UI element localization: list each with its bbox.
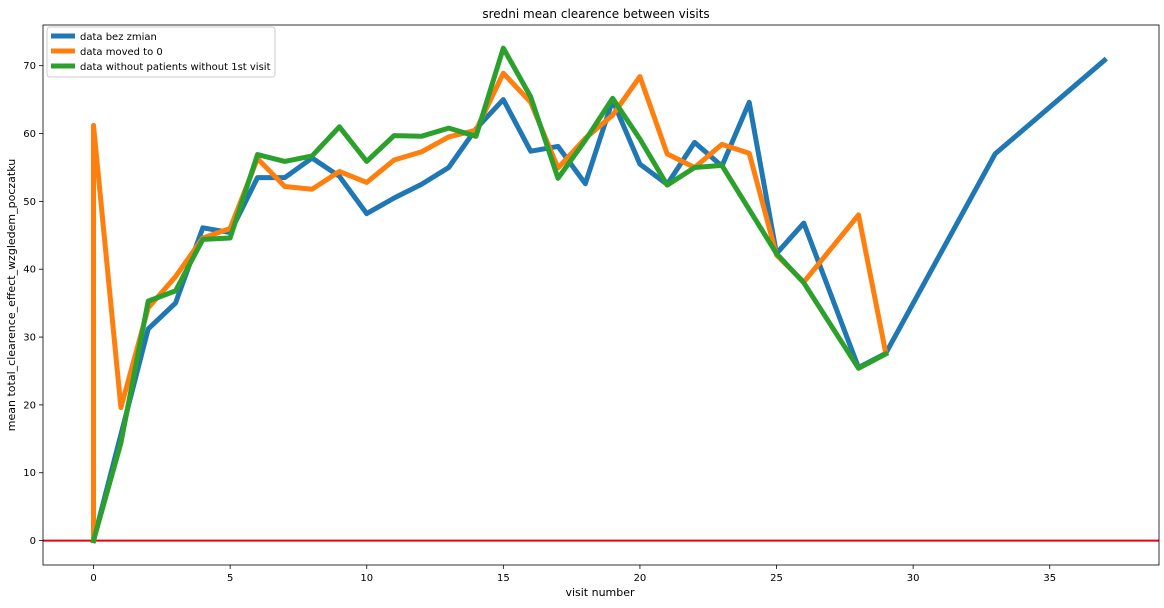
y-tick-label: 50 xyxy=(23,197,36,208)
x-axis-ticks: 0 5 10 15 20 25 30 35 xyxy=(90,565,1056,584)
legend: data bez zmian data moved to 0 data with… xyxy=(46,26,276,78)
y-tick-label: 40 xyxy=(23,265,36,276)
legend-label-series-2: data without patients without 1st visit xyxy=(80,62,271,73)
y-tick-label: 60 xyxy=(23,129,36,140)
series-layer xyxy=(90,45,1108,544)
x-tick-label: 30 xyxy=(907,573,920,584)
x-tick-label: 35 xyxy=(1043,573,1056,584)
y-tick-label: 30 xyxy=(23,333,36,344)
legend-frame xyxy=(46,26,276,78)
y-tick-label: 20 xyxy=(23,400,36,411)
y-axis-label: mean total_clearence_effect_wzgledem_poc… xyxy=(5,159,18,431)
plot-area xyxy=(42,24,1160,566)
y-tick-label: 0 xyxy=(30,536,36,547)
series-line-2 xyxy=(90,45,890,544)
y-tick-label: 10 xyxy=(23,468,36,479)
x-tick-label: 10 xyxy=(360,573,373,584)
x-axis-label: visit number xyxy=(565,586,635,599)
legend-label-series-1: data moved to 0 xyxy=(80,47,163,58)
series-line-0 xyxy=(90,56,1108,544)
y-tick-label: 70 xyxy=(23,61,36,72)
x-tick-label: 25 xyxy=(770,573,783,584)
x-tick-label: 15 xyxy=(497,573,510,584)
x-tick-label: 20 xyxy=(634,573,647,584)
x-tick-label: 0 xyxy=(90,573,96,584)
series-line-1 xyxy=(91,70,889,544)
y-axis-ticks: 0 10 20 30 40 50 60 70 xyxy=(23,61,43,547)
axes-frame xyxy=(42,24,1160,566)
legend-label-series-0: data bez zmian xyxy=(80,32,157,43)
chart-title: sredni mean clearence between visits xyxy=(482,7,709,21)
x-tick-label: 5 xyxy=(227,573,233,584)
